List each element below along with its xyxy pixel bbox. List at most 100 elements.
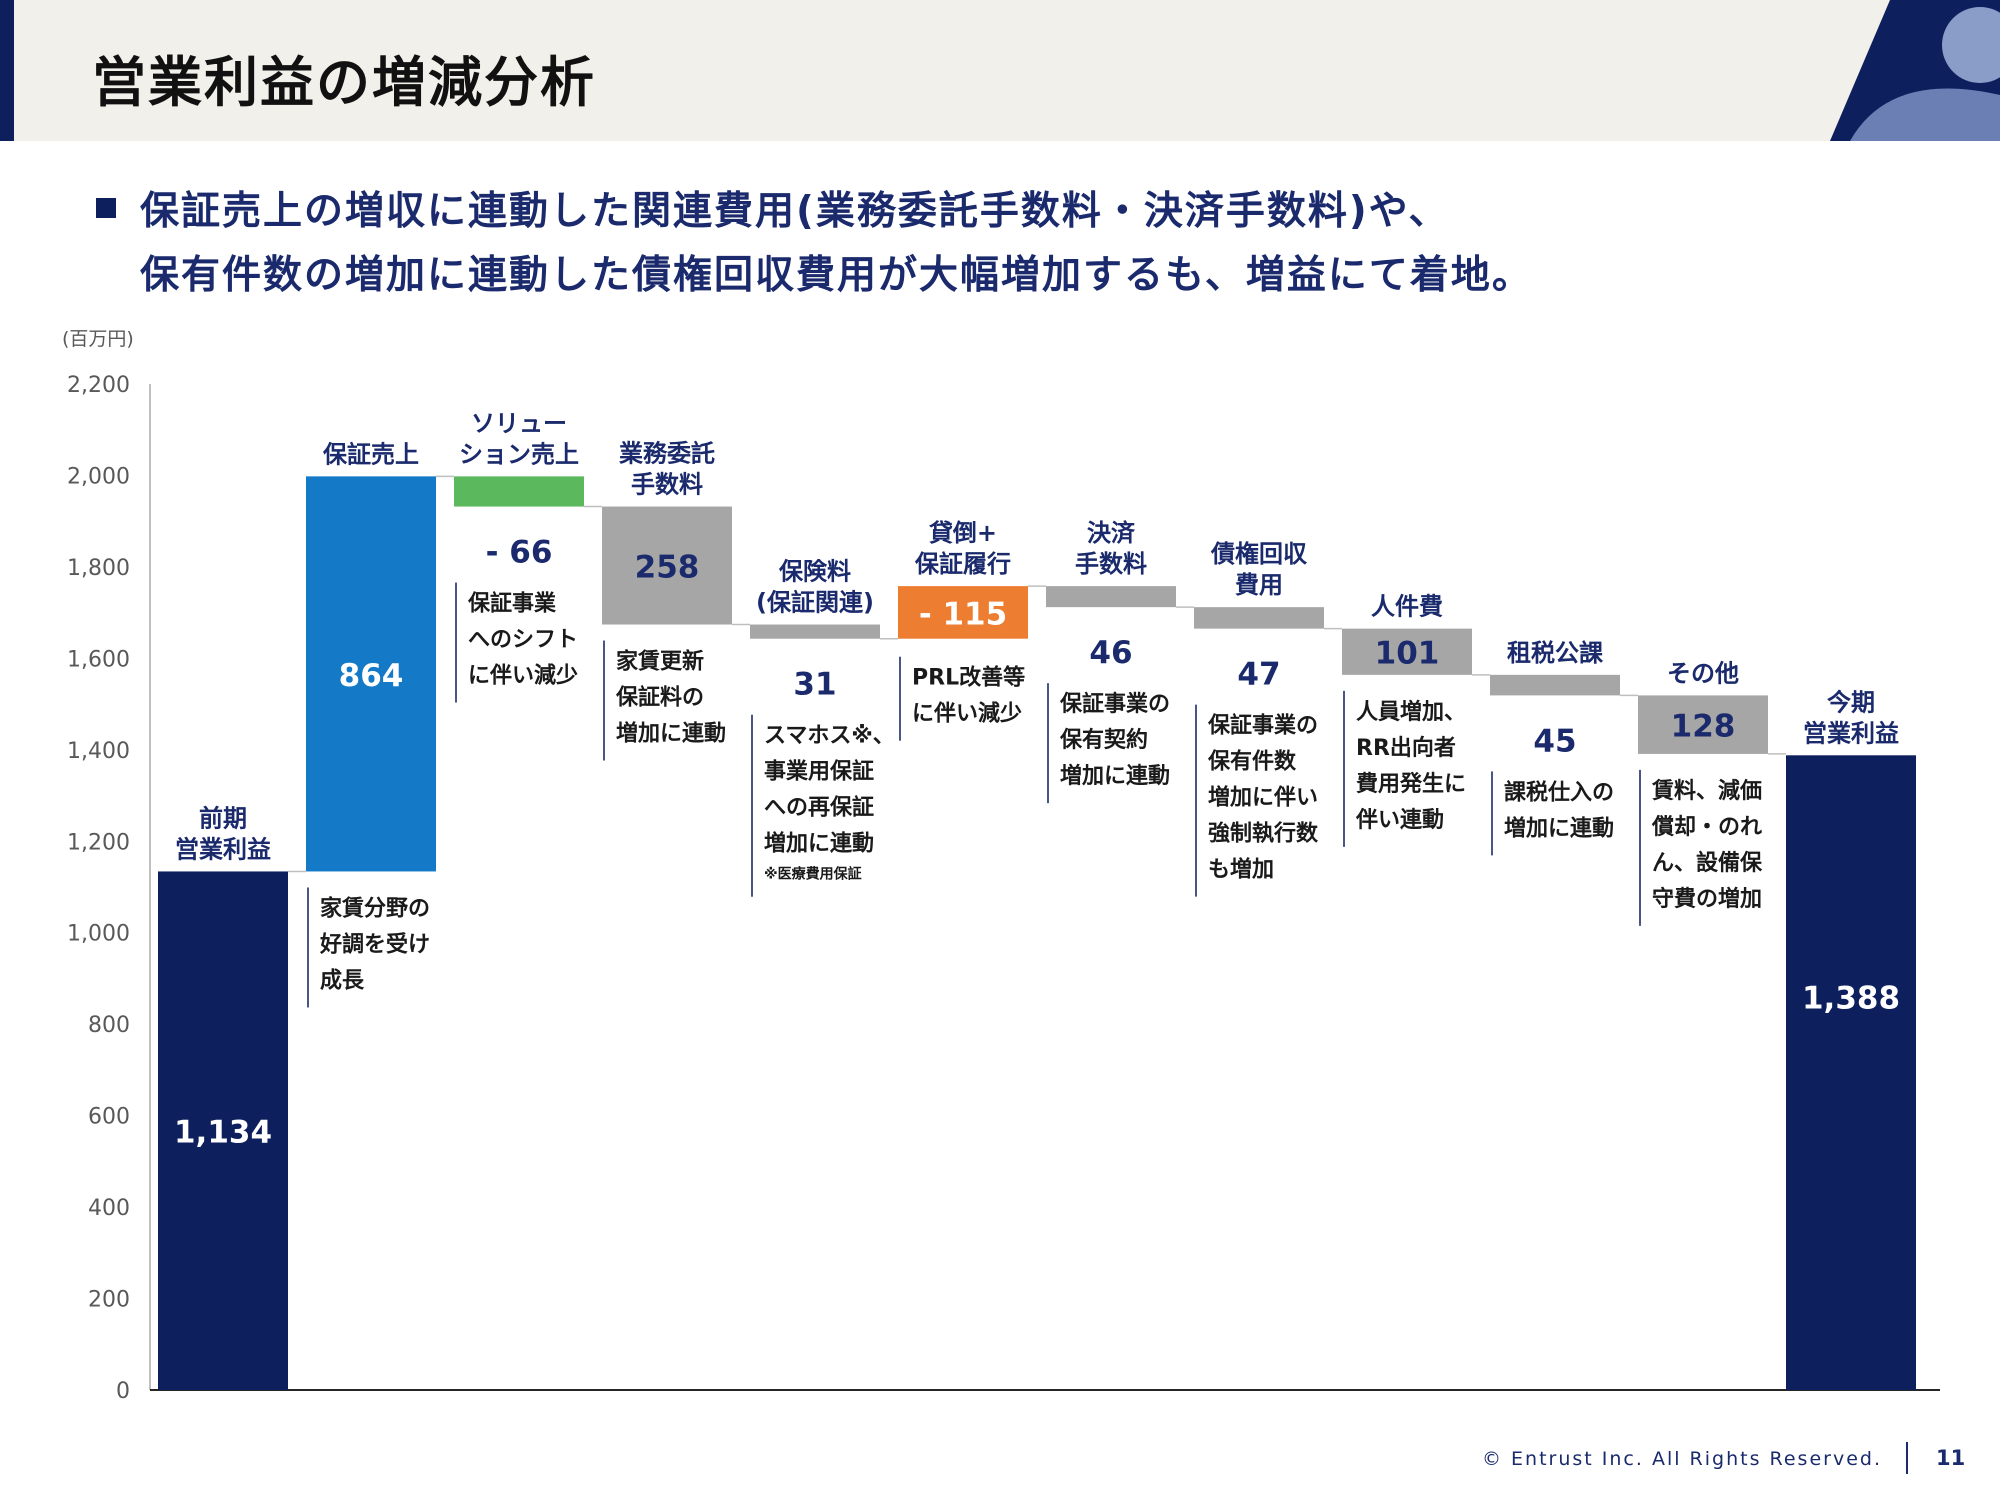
- bar-note-text: へのシフト: [468, 628, 578, 653]
- y-tick-label: 1,800: [67, 556, 130, 581]
- bar-category-label: 営業利益: [175, 835, 271, 863]
- bar-note-text: 増加に連動: [616, 721, 726, 747]
- bar-note-text: 伴い連動: [1355, 808, 1444, 833]
- bar-value-label: 1,388: [1802, 980, 1900, 1016]
- bar-note-text: 保証事業: [467, 591, 557, 617]
- bar-footnote-text: ※医療費用保証: [764, 866, 862, 883]
- unit-label: (百万円): [62, 328, 134, 350]
- bar-note-text: も増加: [1208, 857, 1274, 883]
- bar: [750, 624, 880, 639]
- bar: [898, 586, 1028, 639]
- bar-note-text: PRL改善等: [912, 665, 1025, 691]
- bar-value-label: 101: [1375, 636, 1440, 672]
- bar-category-label: ション売上: [459, 440, 579, 468]
- bar-note-text: 課税仕入の: [1504, 779, 1614, 805]
- bar: [1046, 586, 1176, 608]
- header-band: [0, 0, 2000, 141]
- headline: 保証売上の増収に連動した関連費用(業務委託手数料・決済手数料)や、 保有件数の増…: [96, 180, 1533, 308]
- y-tick-label: 800: [88, 1013, 130, 1038]
- bar-note-text: 家賃分野の: [320, 895, 430, 921]
- corner-decoration: [1830, 0, 2000, 141]
- bar-value-label: 31: [793, 667, 836, 703]
- y-tick-label: 2,200: [67, 373, 130, 398]
- square-bullet-icon: [96, 198, 116, 218]
- bar-category-label: その他: [1667, 659, 1739, 687]
- headline-line-2: 保有件数の増加に連動した債権回収費用が大幅増加するも、増益にて着地。: [140, 253, 1533, 298]
- bar-category-label: 手数料: [1075, 550, 1147, 578]
- bar-note-text: 保証料の: [615, 685, 704, 711]
- bar: [1638, 695, 1768, 754]
- headline-text-1: 保証売上の増収に連動した関連費用(業務委託手数料・決済手数料)や、: [140, 189, 1450, 234]
- bar-category-label: 保険料: [778, 558, 851, 586]
- bar-category-label: 業務委託: [619, 440, 715, 468]
- bar-category-label: 保証履行: [914, 550, 1011, 578]
- bar: [1490, 674, 1620, 696]
- bar-note-text: 費用発生に: [1356, 772, 1466, 797]
- bar-category-label: 営業利益: [1803, 719, 1899, 747]
- bar-category-label: 保証売上: [322, 440, 419, 468]
- bar: [306, 476, 436, 872]
- bar-value-label: 128: [1671, 709, 1736, 745]
- bar-category-label: 今期: [1827, 688, 1875, 716]
- bar-note-text: 好調を受け: [319, 931, 430, 957]
- bar: [1194, 607, 1324, 629]
- bar-note-text: に伴い減少: [912, 702, 1022, 727]
- y-tick-label: 1,400: [67, 739, 130, 764]
- bar-category-label: 貸倒+: [929, 519, 997, 547]
- bar: [454, 476, 584, 507]
- bar-note-text: 賃料、減価: [1651, 779, 1762, 804]
- y-tick-label: 1,200: [67, 830, 130, 855]
- bar: [602, 506, 732, 625]
- bar-category-label: 人件費: [1371, 593, 1443, 621]
- footer-separator: [1906, 1442, 1908, 1474]
- header-accent-bar: [0, 0, 14, 141]
- bar-category-label: 決済: [1087, 519, 1136, 547]
- y-tick-label: 600: [88, 1105, 130, 1130]
- bar-category-label: 債権回収: [1210, 540, 1308, 568]
- y-tick-label: 1,000: [67, 922, 130, 947]
- bar-note-text: 事業用保証: [764, 759, 874, 785]
- bar-value-label: 1,134: [174, 1115, 272, 1151]
- page-number: 11: [1936, 1446, 1966, 1470]
- bar-note-text: スマホス※、: [764, 724, 895, 749]
- bar-note-text: 増加に連動: [1060, 763, 1170, 789]
- bar-note-text: 成長: [320, 968, 365, 993]
- bar-note-text: 守費の増加: [1652, 886, 1762, 912]
- bar-value-label: 864: [339, 658, 404, 694]
- bar-note-text: 強制執行数: [1208, 821, 1319, 847]
- headline-line-1: 保証売上の増収に連動した関連費用(業務委託手数料・決済手数料)や、: [96, 180, 1533, 244]
- bar: [1786, 755, 1916, 1390]
- bar-note-text: 増加に連動: [764, 831, 874, 857]
- page-title: 営業利益の増減分析: [92, 51, 596, 114]
- bar-category-label: ソリュー: [471, 409, 567, 437]
- bar-note-text: RR出向者: [1356, 735, 1456, 761]
- bar-category-label: 前期: [199, 804, 247, 832]
- bar-note-text: への再保証: [764, 795, 874, 821]
- bar-note-text: 家賃更新: [616, 649, 704, 675]
- bar-note-text: 保有件数: [1207, 749, 1297, 775]
- copyright: © Entrust Inc. All Rights Reserved.: [1482, 1448, 1882, 1470]
- bar-note-text: 保証事業の: [1059, 691, 1170, 717]
- bar-value-label: 45: [1533, 723, 1576, 759]
- bar-note-text: 人員増加、: [1356, 699, 1466, 725]
- bar-note-text: 増加に伴い: [1208, 785, 1318, 811]
- bar-note-text: 増加に連動: [1504, 815, 1614, 841]
- bar-value-label: 47: [1237, 657, 1280, 693]
- bar-note-text: 保有契約: [1059, 727, 1148, 753]
- bar-note-text: に伴い減少: [468, 664, 578, 689]
- bar-category-label: 租税公課: [1507, 639, 1604, 667]
- y-tick-label: 2,000: [67, 464, 130, 489]
- bar-category-label: 手数料: [631, 471, 703, 499]
- bar-value-label: 46: [1089, 635, 1132, 671]
- bar-note-text: ん、設備保: [1652, 850, 1763, 876]
- bar: [158, 871, 288, 1390]
- bar-category-label: (保証関連): [756, 589, 874, 617]
- bar-note-text: 償却・のれ: [1651, 815, 1762, 840]
- y-tick-label: 400: [88, 1196, 130, 1221]
- y-tick-label: 0: [116, 1379, 130, 1404]
- bar-note-text: 保証事業の: [1207, 713, 1318, 739]
- y-tick-label: 200: [88, 1288, 130, 1313]
- bar-category-label: 費用: [1235, 571, 1283, 599]
- bar: [1342, 628, 1472, 675]
